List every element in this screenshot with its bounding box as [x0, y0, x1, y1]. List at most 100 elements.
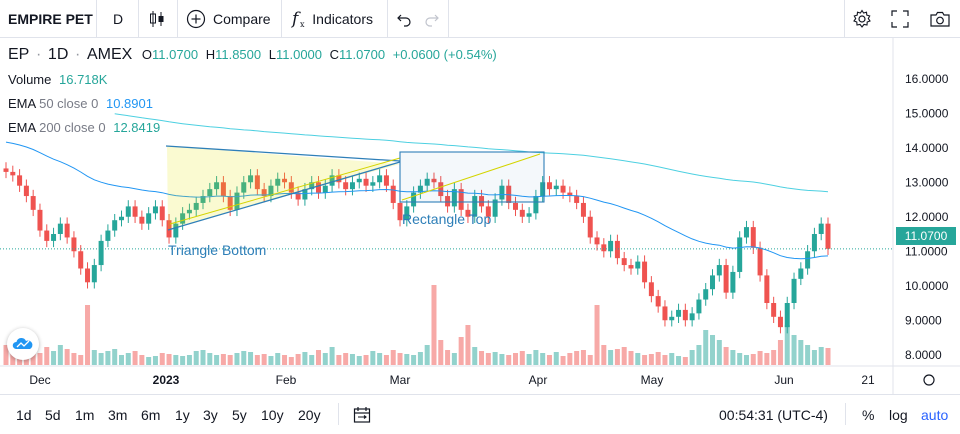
candle-body [689, 313, 695, 321]
candle-body [23, 185, 29, 197]
range-5d-button[interactable]: 5d [45, 406, 61, 423]
chart-area[interactable]: 16.0000 15.0000 14.0000 13.0000 12.0000 11.00… [0, 38, 960, 394]
volume-bar [343, 353, 349, 365]
ema200-label: EMA [8, 120, 36, 135]
candle-body [411, 192, 417, 207]
price-tick-label: 15.0000 [905, 106, 949, 120]
undo-icon [397, 14, 411, 27]
candle-body [540, 182, 546, 197]
candle-body [200, 196, 206, 203]
volume-bar [465, 325, 471, 365]
close-value: 11.0700 [339, 47, 386, 62]
log-toggle[interactable]: log [889, 406, 908, 423]
candle-body [132, 206, 138, 217]
clock-time[interactable]: 00:54:31 (UTC-4) [719, 406, 828, 423]
legend-ema50[interactable]: EMA 50 close 0 10.8901 [8, 96, 153, 111]
settings-button[interactable] [852, 0, 872, 38]
redo-button[interactable] [424, 0, 440, 38]
gear-icon [853, 9, 871, 28]
candle-body [146, 213, 152, 224]
volume-bar [105, 351, 111, 365]
candle-body [574, 196, 580, 203]
symbol-label: EMPIRE PET [8, 11, 93, 27]
volume-bar [98, 353, 104, 365]
candle-body [465, 209, 471, 217]
range-1d-button[interactable]: 1d [16, 406, 32, 423]
price-chart[interactable]: 16.0000 15.0000 14.0000 13.0000 12.0000 11.00… [0, 38, 960, 394]
candle-body [764, 275, 770, 303]
volume-bar [78, 355, 84, 365]
volume-bar [30, 350, 36, 365]
volume-bar [710, 335, 716, 365]
range-3y-button[interactable]: 3y [203, 406, 218, 423]
date-range-button[interactable] [353, 395, 371, 434]
range-3m-button[interactable]: 3m [108, 406, 128, 423]
range-5y-button[interactable]: 5y [232, 406, 247, 423]
volume-bar [628, 351, 634, 365]
volume-bar [818, 347, 824, 365]
calendar-range-icon [353, 406, 371, 423]
candle-body [315, 182, 321, 193]
auto-toggle[interactable]: auto [921, 406, 949, 423]
ema200-params: 200 close 0 [39, 120, 106, 135]
candle-body [703, 289, 709, 300]
candle-body [757, 247, 763, 276]
volume-bar [214, 355, 220, 365]
toolbar-divider [387, 0, 388, 38]
candle-body [309, 182, 315, 190]
candle-body [492, 199, 498, 217]
time-tick-label: Mar [390, 373, 411, 387]
volume-bar [118, 355, 124, 365]
volume-bar [682, 357, 688, 365]
legend-ticker: EP [8, 46, 30, 63]
candle-body [771, 303, 777, 317]
screenshot-button[interactable] [929, 0, 951, 38]
range-1y-button[interactable]: 1y [175, 406, 190, 423]
candle-body [30, 196, 36, 210]
volume-bar [112, 349, 118, 365]
undo-button[interactable] [396, 0, 412, 38]
ema50-label: EMA [8, 96, 36, 111]
interval-label: D [113, 11, 124, 27]
fullscreen-button[interactable] [891, 0, 909, 38]
range-20y-button[interactable]: 20y [298, 406, 321, 423]
cloud-logo-icon [12, 337, 33, 349]
volume-bar [146, 357, 152, 365]
volume-bar [315, 350, 321, 365]
high-value: 11.8500 [215, 47, 262, 62]
indicators-label: Indicators [312, 11, 373, 27]
legend-exchange: AMEX [86, 46, 133, 63]
percent-toggle[interactable]: % [862, 406, 875, 423]
volume-bar [716, 340, 722, 365]
candle-body [580, 202, 586, 217]
candle-body [513, 202, 519, 210]
candle-body [173, 223, 179, 238]
symbol-search-button[interactable]: EMPIRE PET [8, 0, 93, 38]
range-10y-button[interactable]: 10y [261, 406, 284, 423]
volume-bar [791, 335, 797, 365]
tradingview-logo-button[interactable] [7, 328, 39, 360]
range-1m-button[interactable]: 1m [75, 406, 95, 423]
volume-bar [723, 347, 729, 365]
volume-bar [567, 353, 573, 365]
volume-bar [159, 353, 165, 365]
legend-volume[interactable]: Volume 16.718K [8, 72, 107, 87]
price-tick-label: 11.0000 [905, 244, 948, 258]
volume-bar [553, 352, 559, 365]
candle-body [635, 261, 641, 269]
legend-ema200[interactable]: EMA 200 close 0 12.8419 [8, 120, 160, 135]
interval-button[interactable]: D [113, 0, 123, 38]
compare-button[interactable]: Compare [186, 0, 271, 38]
compare-label: Compare [213, 11, 271, 27]
candle-body [282, 178, 288, 183]
candle-body [669, 316, 675, 321]
candle-body [383, 175, 389, 186]
chart-style-button[interactable] [147, 0, 167, 38]
volume-bar [737, 353, 743, 365]
toolbar-divider [281, 0, 282, 38]
volume-bar [424, 345, 430, 365]
range-6m-button[interactable]: 6m [141, 406, 161, 423]
volume-bar [587, 355, 593, 365]
open-label: O [141, 47, 153, 62]
